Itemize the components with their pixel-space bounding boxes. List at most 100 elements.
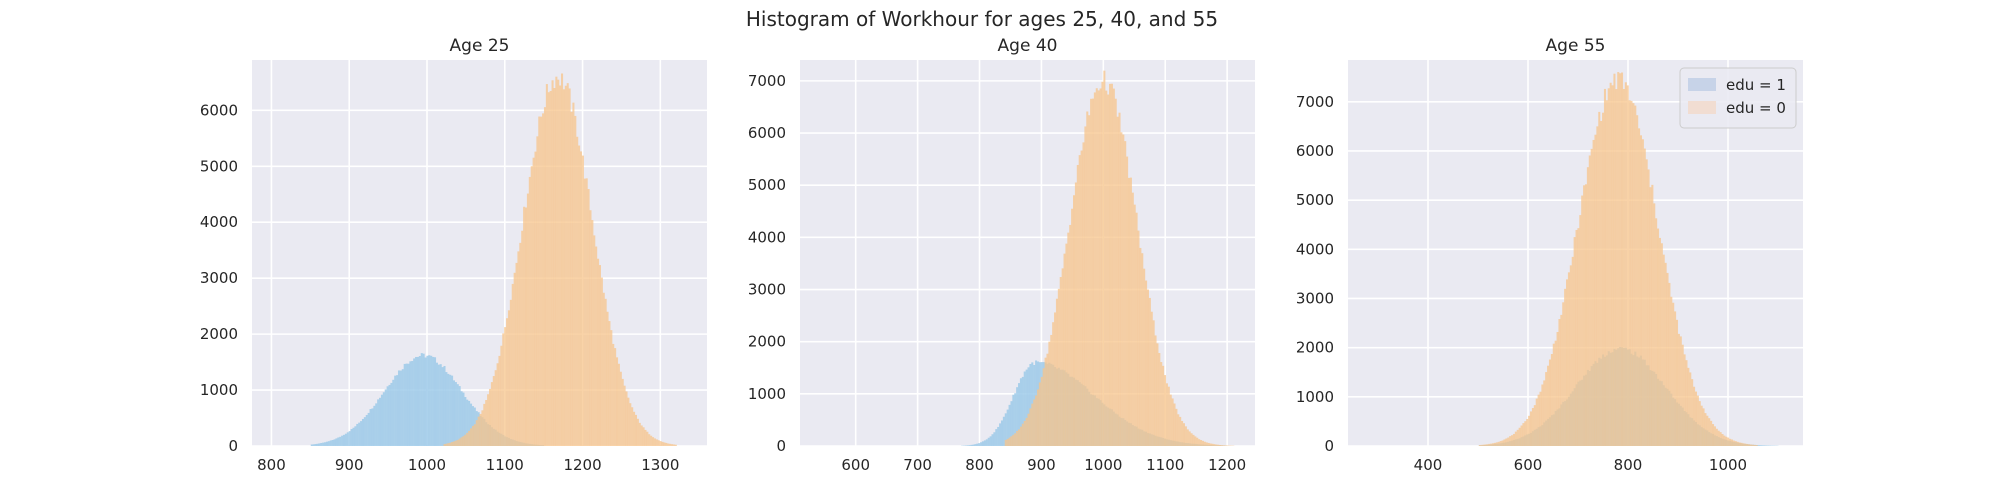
histogram-bar: [337, 437, 339, 446]
histogram-bar: [322, 443, 324, 446]
histogram-bar: [669, 444, 671, 446]
histogram-bar: [1155, 335, 1157, 446]
histogram-bar: [1107, 95, 1109, 446]
histogram-bar: [1039, 382, 1041, 446]
histogram-bar: [1665, 263, 1667, 446]
histogram-bar: [1691, 379, 1693, 446]
histogram-bar: [1018, 429, 1020, 446]
histogram-bar: [1663, 255, 1665, 446]
histogram-bar: [398, 370, 400, 446]
histogram-bar: [1130, 178, 1132, 446]
histogram-bar: [1714, 426, 1716, 446]
histogram-bar: [1723, 436, 1725, 446]
histogram-bar: [1179, 417, 1181, 446]
histogram-bar: [453, 380, 455, 446]
histogram-bar: [311, 444, 313, 446]
histogram-bar: [489, 389, 491, 446]
histogram-bar: [1498, 442, 1500, 446]
histogram-bar: [493, 376, 495, 446]
histogram-bar: [1054, 312, 1056, 446]
histogram-bar: [1503, 439, 1505, 446]
histogram-bar: [1117, 117, 1119, 446]
histogram-bar: [421, 353, 423, 446]
histogram-bar: [1740, 443, 1742, 446]
histogram-bar: [610, 330, 612, 446]
histogram-bar: [1162, 366, 1164, 446]
plot-area: [252, 60, 707, 446]
histogram-bar: [571, 112, 573, 446]
histogram-bar: [428, 355, 430, 446]
histogram-bar: [540, 117, 542, 446]
histogram-bar: [472, 426, 474, 446]
histogram-bar: [1043, 368, 1045, 446]
histogram-bar: [1494, 443, 1496, 446]
histogram-bar: [1113, 89, 1115, 446]
histogram-bar: [1710, 421, 1712, 446]
histogram-bar: [440, 364, 442, 446]
x-tick-label: 900: [335, 456, 364, 474]
histogram-bar: [1479, 445, 1481, 446]
histogram-bar: [1594, 135, 1596, 446]
histogram-bar: [1490, 444, 1492, 446]
histogram-bar: [1183, 423, 1185, 446]
x-tick-label: 800: [965, 456, 994, 474]
histogram-bar: [451, 442, 453, 446]
histogram-bar: [510, 300, 512, 446]
histogram-bar: [352, 428, 354, 446]
histogram-bar: [988, 438, 990, 446]
histogram-bar: [1617, 72, 1619, 446]
histogram-bar: [1147, 290, 1149, 446]
histogram-bar: [1206, 442, 1208, 446]
histogram-bar: [1610, 83, 1612, 446]
histogram-bar: [377, 399, 379, 446]
histogram-bar: [1079, 155, 1081, 446]
histogram-bar: [476, 420, 478, 446]
histogram-bar: [550, 91, 552, 446]
histogram-bar: [406, 364, 408, 446]
y-tick-label: 3000: [748, 281, 786, 299]
histogram-bar: [654, 438, 656, 446]
histogram-bar: [500, 346, 502, 446]
histogram-bar: [474, 424, 476, 446]
histogram-bar: [1022, 424, 1024, 446]
histogram-bar: [616, 357, 618, 446]
histogram-bar: [462, 436, 464, 446]
histogram-bar: [1092, 99, 1094, 446]
histogram-bar: [1098, 90, 1100, 446]
histogram-bar: [529, 177, 531, 446]
histogram-bar: [667, 444, 669, 446]
histogram-bar: [586, 178, 588, 446]
histogram-bar: [400, 371, 402, 446]
histogram-bar: [379, 398, 381, 446]
histogram-bar: [1623, 89, 1625, 446]
histogram-bar: [1593, 140, 1595, 446]
histogram-bar: [485, 400, 487, 446]
histogram-bar: [514, 273, 516, 446]
histogram-bar: [1519, 428, 1521, 446]
histogram-bar: [625, 391, 627, 446]
histogram-bar: [1687, 368, 1689, 446]
y-tick-label: 1000: [748, 385, 786, 403]
histogram-bar: [1682, 345, 1684, 446]
y-tick-label: 0: [1324, 437, 1334, 455]
histogram-bar: [1115, 99, 1117, 446]
histogram-bar: [1204, 442, 1206, 446]
y-tick-label: 0: [776, 437, 786, 455]
histogram-bar: [1704, 413, 1706, 446]
histogram-bar: [332, 440, 334, 446]
histogram-bar: [1492, 443, 1494, 446]
histogram-bar: [1530, 411, 1532, 446]
histogram-bar: [442, 367, 444, 446]
histogram-bar: [662, 442, 664, 446]
histogram-bar: [1060, 277, 1062, 446]
histogram-bar: [445, 444, 447, 446]
histogram-bar: [1536, 399, 1538, 446]
histogram-bar: [991, 434, 993, 446]
histogram-bar: [394, 376, 396, 446]
histogram-bar: [1648, 169, 1650, 446]
histogram-bar: [387, 386, 389, 446]
histogram-bar: [334, 439, 336, 446]
histogram-bar: [1651, 185, 1653, 446]
histogram-bar: [1557, 332, 1559, 446]
